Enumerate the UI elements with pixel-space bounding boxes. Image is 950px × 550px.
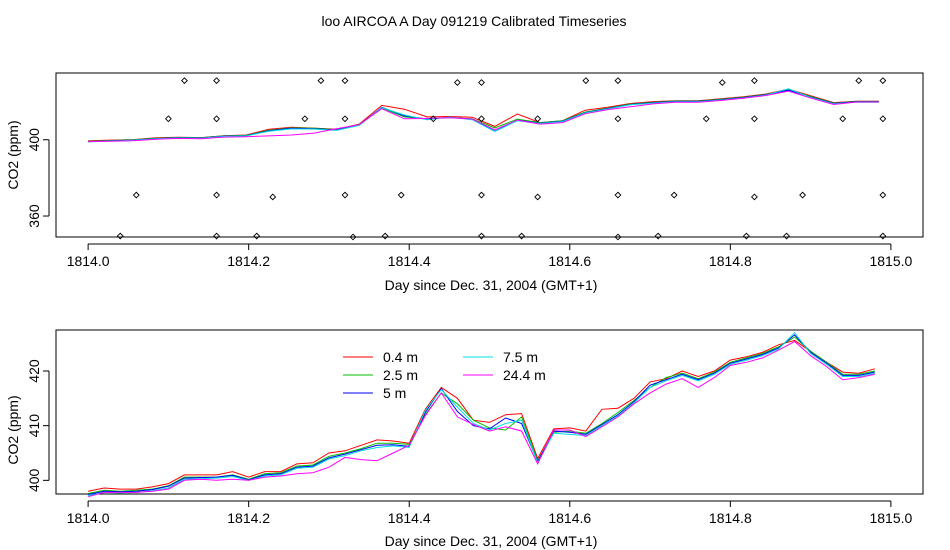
diamond-marker: [381, 232, 389, 240]
diamond-marker: [253, 232, 261, 240]
bottom-series-lines: [87, 331, 875, 498]
diamond-marker: [429, 115, 437, 123]
bottom-x-tick-label: 1814.6: [548, 510, 591, 526]
diamond-marker: [614, 233, 622, 241]
top-x-axis-label: Day since Dec. 31, 2004 (GMT+1): [385, 277, 598, 293]
diamond-marker: [742, 232, 750, 240]
diamond-marker: [614, 115, 622, 123]
diamond-marker: [213, 115, 220, 123]
diamond-marker: [670, 191, 678, 199]
top-series-line-3: [88, 89, 879, 143]
diamond-marker: [750, 193, 758, 201]
diamond-marker: [397, 191, 405, 199]
bottom-y-axis: 400 410 420: [26, 359, 50, 492]
top-x-tick-label: 1814.6: [548, 253, 591, 269]
diamond-marker: [614, 77, 622, 85]
legend-label: 2.5 m: [383, 367, 418, 383]
diamond-marker: [750, 115, 758, 123]
diamond-marker: [349, 233, 357, 241]
top-x-tick-label: 1814.4: [388, 253, 431, 269]
diamond-marker: [879, 232, 887, 240]
top-series-line-5: [88, 90, 879, 142]
top-x-axis: 1814.0 1814.2 1814.4 1814.6 1814.8 1815.0: [67, 243, 913, 269]
bottom-x-tick-label: 1814.0: [67, 510, 110, 526]
diamond-marker: [799, 191, 807, 199]
top-x-tick-label: 1814.8: [709, 253, 752, 269]
diamond-marker: [750, 77, 758, 85]
top-x-tick-label: 1814.2: [227, 253, 270, 269]
diamond-marker: [341, 77, 349, 85]
diamond-marker: [478, 191, 485, 199]
top-series-line-2: [88, 89, 879, 142]
top-y-tick-label: 360: [26, 204, 42, 228]
bottom-series-line-4: [88, 331, 875, 497]
top-y-axis: 360 400: [26, 128, 50, 228]
chart-title: loo AIRCOA A Day 091219 Calibrated Times…: [321, 13, 626, 29]
diamond-marker: [453, 79, 461, 86]
diamond-marker: [654, 232, 662, 240]
legend-label: 0.4 m: [383, 349, 418, 365]
diamond-marker: [213, 232, 220, 240]
diamond-marker: [879, 115, 887, 123]
bottom-panel: 1814.0 1814.2 1814.4 1814.6 1814.8 1815.0 400…: [5, 329, 924, 549]
diamond-marker: [269, 193, 277, 201]
bottom-series-line-5: [87, 340, 875, 498]
diamond-marker: [783, 232, 790, 240]
bottom-x-tick-label: 1814.8: [709, 510, 752, 526]
bottom-x-axis: 1814.0 1814.2 1814.4 1814.6 1814.8 1815.0: [67, 500, 913, 526]
bottom-series-line-1: [87, 339, 875, 492]
diamond-marker: [879, 77, 887, 85]
diamond-marker: [213, 191, 220, 199]
diamond-marker: [534, 193, 542, 201]
diamond-marker: [702, 115, 710, 123]
diamond-marker: [164, 115, 172, 123]
diamond-marker: [582, 77, 590, 85]
top-y-axis-label: CO2 (ppm): [5, 120, 21, 189]
diamond-marker: [855, 77, 863, 85]
legend-label: 5 m: [383, 385, 406, 401]
top-series-line-4: [88, 88, 879, 143]
legend-label: 24.4 m: [503, 367, 546, 383]
top-series-lines: [88, 88, 879, 143]
bottom-x-axis-label: Day since Dec. 31, 2004 (GMT+1): [385, 533, 598, 549]
diamond-marker: [718, 79, 726, 86]
top-x-tick-label: 1814.0: [67, 253, 110, 269]
diamond-marker: [317, 77, 325, 85]
bottom-x-tick-label: 1814.4: [388, 510, 431, 526]
top-y-tick-label: 400: [26, 128, 42, 152]
diamond-marker: [478, 79, 485, 86]
top-plot-frame: [55, 72, 924, 238]
diamond-marker: [534, 115, 542, 123]
diamond-marker: [839, 115, 847, 123]
diamond-marker: [614, 191, 622, 199]
legend: 0.4 m 2.5 m 5 m 7.5 m 24.4 m: [343, 349, 546, 401]
diamond-marker: [181, 77, 188, 85]
top-x-tick-label: 1815.0: [869, 253, 912, 269]
diamond-marker: [116, 232, 124, 240]
top-panel: 1814.0 1814.2 1814.4 1814.6 1814.8 1815.0 360…: [5, 72, 924, 293]
bottom-plot-frame: [55, 329, 924, 495]
diamond-marker: [341, 191, 349, 199]
bottom-series-line-3: [88, 334, 875, 495]
bottom-x-tick-label: 1815.0: [869, 510, 912, 526]
bottom-y-axis-label: CO2 (ppm): [5, 395, 21, 464]
bottom-y-tick-label: 410: [26, 414, 42, 438]
top-series-line-1: [88, 88, 879, 142]
bottom-y-tick-label: 400: [26, 468, 42, 492]
bottom-series-line-2: [87, 336, 875, 494]
diamond-marker: [879, 191, 887, 199]
diamond-marker: [518, 232, 526, 240]
top-marker-points: [116, 77, 887, 241]
diamond-marker: [132, 191, 140, 199]
bottom-x-tick-label: 1814.2: [227, 510, 270, 526]
diamond-marker: [213, 77, 220, 85]
diamond-marker: [478, 115, 485, 123]
diamond-marker: [301, 115, 309, 123]
diamond-marker: [478, 232, 485, 240]
legend-label: 7.5 m: [503, 349, 538, 365]
bottom-y-tick-label: 420: [26, 359, 42, 383]
diamond-marker: [341, 115, 349, 123]
